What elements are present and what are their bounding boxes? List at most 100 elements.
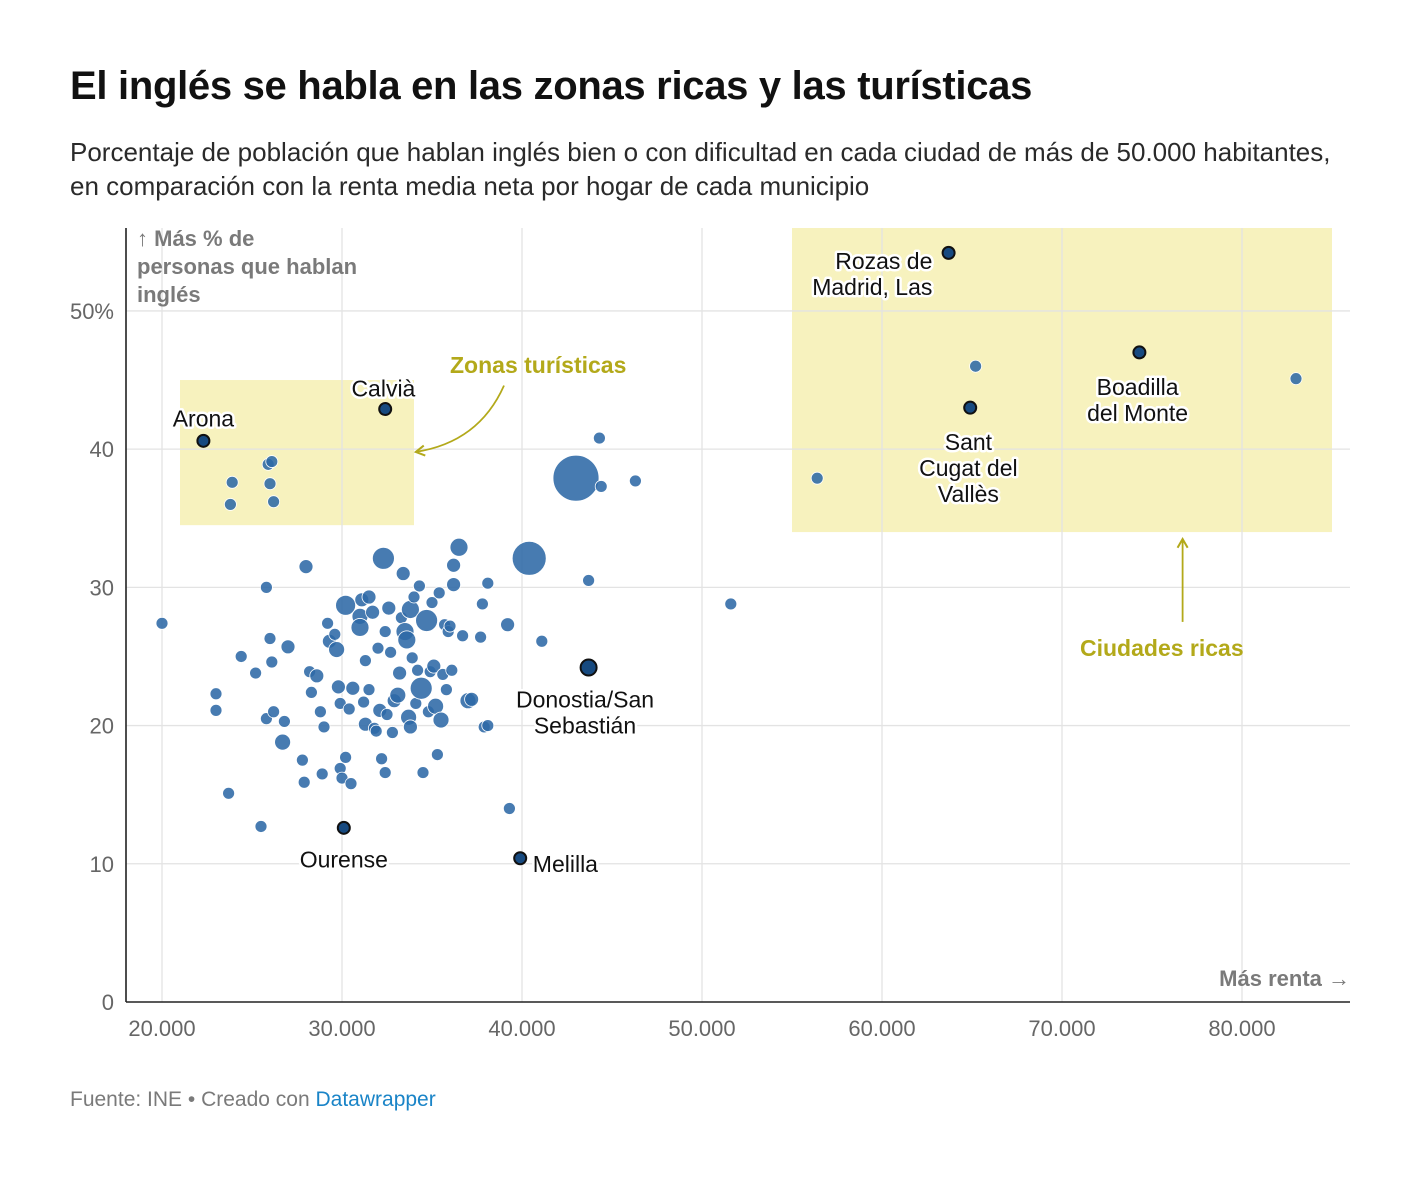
data-point-87	[430, 748, 444, 761]
data-point-70	[397, 630, 417, 650]
point-label-2-line-2: Vallès	[938, 481, 999, 507]
data-point-0	[155, 616, 169, 630]
highlight-point-7	[513, 851, 528, 866]
x-axis-label: Más renta →	[1219, 966, 1350, 991]
data-point-61	[381, 600, 397, 616]
data-point-17	[267, 705, 281, 719]
data-point-50	[362, 683, 376, 697]
data-point-119	[1289, 372, 1303, 386]
y-tick-label-1: 10	[90, 852, 114, 877]
data-point-46	[357, 695, 371, 709]
point-label-1-line-0: Boadilla	[1097, 374, 1179, 400]
data-point-16	[265, 655, 279, 669]
data-point-58	[378, 625, 392, 638]
y-axis-label-line-0: ↑ Más % de	[137, 226, 254, 251]
data-point-30	[321, 616, 335, 630]
data-point-97	[446, 557, 462, 573]
data-point-112	[582, 574, 595, 587]
y-tick-label-5: 50%	[70, 299, 114, 324]
highlight-point-1	[1132, 345, 1147, 360]
data-point-56	[375, 752, 389, 766]
data-point-14	[259, 580, 273, 594]
data-point-13	[267, 495, 281, 509]
data-point-18	[274, 733, 292, 751]
data-point-110	[535, 634, 549, 648]
data-point-114	[594, 480, 608, 493]
data-point-108	[502, 802, 516, 815]
point-label-0-line-1: Madrid, Las	[812, 274, 932, 300]
source-note: Fuente: INE • Creado con	[70, 1088, 310, 1111]
data-point-11	[265, 455, 279, 468]
data-point-66	[392, 665, 408, 681]
data-point-5	[223, 498, 237, 511]
data-point-94	[443, 619, 457, 633]
datawrapper-link[interactable]: Datawrapper	[315, 1088, 436, 1111]
data-point-78	[412, 579, 426, 593]
data-point-27	[313, 705, 327, 719]
data-point-32	[328, 627, 342, 641]
data-point-51	[365, 604, 381, 620]
point-label-5-line-0: Donostia/San	[516, 686, 654, 712]
data-point-38	[339, 750, 353, 764]
highlight-point-2	[963, 400, 978, 415]
data-point-3	[222, 786, 236, 800]
point-label-6-line-0: Ourense	[300, 847, 388, 873]
data-point-63	[385, 726, 399, 739]
data-point-8	[254, 820, 268, 833]
data-point-54	[371, 641, 385, 655]
highlight-point-5	[579, 658, 598, 677]
point-label-4-line-0: Arona	[173, 406, 235, 432]
data-point-96	[446, 577, 462, 592]
data-point-80	[416, 766, 430, 779]
x-tick-label-1: 30.000	[308, 1016, 375, 1041]
data-point-109	[511, 540, 547, 576]
data-point-105	[481, 576, 495, 590]
point-label-0: Rozas de Madrid, Las	[812, 248, 932, 300]
data-point-103	[475, 597, 489, 611]
data-point-62	[384, 645, 398, 659]
data-point-79	[409, 676, 433, 700]
data-point-84	[425, 596, 439, 609]
data-point-98	[449, 537, 469, 557]
point-label-2-line-0: Sant	[945, 429, 993, 455]
zone-rect-0	[180, 380, 414, 526]
data-point-28	[315, 767, 329, 781]
y-tick-label-0: 0	[102, 990, 114, 1015]
data-point-29	[317, 720, 331, 734]
point-label-0-line-0: Rozas de	[835, 248, 932, 274]
data-point-53	[369, 724, 383, 738]
data-point-77	[411, 663, 425, 677]
point-label-1-line-1: del Monte	[1087, 400, 1188, 426]
data-point-88	[432, 586, 446, 600]
zone-label-1: Ciudades ricas	[1080, 635, 1244, 661]
data-point-49	[361, 589, 377, 605]
data-point-95	[445, 663, 459, 677]
highlight-point-4	[196, 433, 211, 448]
data-point-25	[304, 686, 318, 699]
point-label-2-line-1: Cugat del	[919, 455, 1017, 481]
data-point-7	[249, 666, 263, 680]
point-label-5-line-1: Sebastián	[534, 712, 636, 738]
data-point-60	[380, 708, 394, 721]
data-point-26	[309, 668, 325, 684]
y-tick-label-4: 40	[90, 437, 114, 462]
y-axis-label-line-2: inglés	[137, 282, 201, 307]
zone-label-0: Zonas turísticas	[450, 352, 626, 378]
point-label-2: Sant Cugat del Vallès	[919, 429, 1017, 507]
point-label-5: Donostia/San Sebastián	[516, 686, 654, 738]
data-point-39	[335, 594, 357, 616]
data-point-92	[439, 683, 453, 697]
point-label-3-line-0: Calvià	[351, 375, 415, 401]
point-label-6: Ourense	[300, 847, 388, 873]
x-tick-label-0: 20.000	[128, 1016, 195, 1041]
data-point-85	[426, 658, 442, 674]
x-tick-label-4: 60.000	[848, 1016, 915, 1041]
data-point-73	[402, 719, 418, 735]
data-point-117	[810, 471, 824, 485]
y-tick-label-3: 30	[90, 575, 114, 600]
data-point-6	[234, 650, 248, 663]
data-point-19	[277, 715, 291, 728]
data-point-41	[344, 777, 358, 791]
data-point-102	[474, 630, 488, 644]
zone-arrow-0	[413, 385, 505, 457]
